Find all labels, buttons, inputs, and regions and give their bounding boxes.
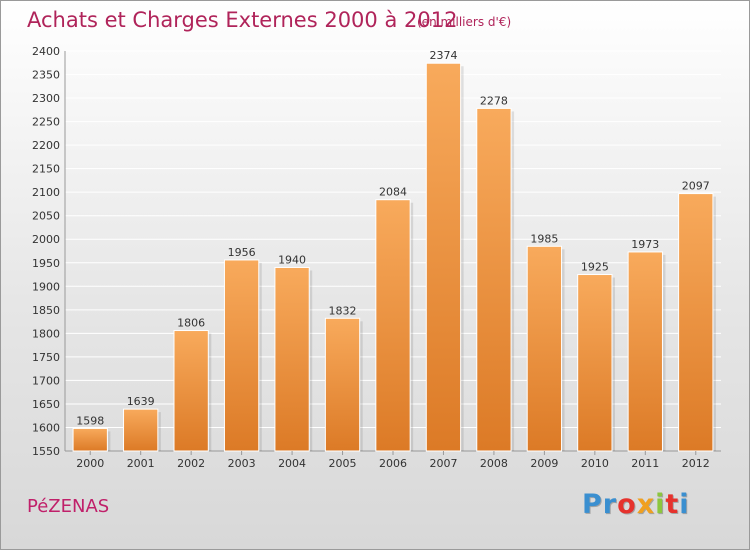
bar <box>425 62 462 452</box>
bar-value-label: 1985 <box>530 232 558 245</box>
y-tick-label: 2300 <box>32 92 60 105</box>
y-tick-label: 1950 <box>32 257 60 270</box>
y-tick-label: 2100 <box>32 186 60 199</box>
x-tick-label: 2002 <box>177 457 205 470</box>
chart-subtitle: (en milliers d'€) <box>417 15 512 29</box>
bar-value-label: 1806 <box>177 317 205 330</box>
bar <box>627 251 663 452</box>
chart-title: Achats et Charges Externes 2000 à 2012 <box>27 8 458 32</box>
bar-value-label: 1925 <box>581 261 609 274</box>
x-tick-label: 2009 <box>530 457 558 470</box>
proxiti-logo: Proxiti <box>582 489 690 520</box>
y-tick-label: 1550 <box>32 445 60 458</box>
bar <box>375 199 411 452</box>
y-tick-label: 2000 <box>32 233 60 246</box>
y-tick-label: 2250 <box>32 116 60 129</box>
x-tick-label: 2001 <box>127 457 155 470</box>
logo-letter: i <box>655 489 666 520</box>
bar <box>526 245 563 452</box>
y-tick-label: 1650 <box>32 398 60 411</box>
bar-value-label: 1956 <box>228 246 256 259</box>
x-tick-label: 2003 <box>228 457 256 470</box>
y-tick-label: 1700 <box>32 374 60 387</box>
y-tick-label: 2050 <box>32 210 60 223</box>
logo-letter: x <box>636 489 656 520</box>
bars: 1598 1639 1806 1956 1940 1832 2084 2374 2278 1985… <box>72 49 716 452</box>
logo-letter: t <box>665 489 680 520</box>
y-tick-label: 1800 <box>32 327 60 340</box>
y-tick-label: 1900 <box>32 280 60 293</box>
x-tick-label: 2006 <box>379 457 407 470</box>
x-tick-label: 2000 <box>76 457 104 470</box>
bar <box>678 193 714 452</box>
x-tick-label: 2005 <box>329 457 357 470</box>
logo-letter: r <box>602 489 618 520</box>
bar <box>476 107 512 452</box>
y-tick-label: 2400 <box>32 45 60 58</box>
y-tick-label: 1850 <box>32 304 60 317</box>
x-tick-label: 2012 <box>682 457 710 470</box>
bar <box>72 427 108 452</box>
bar <box>274 266 310 452</box>
y-tick-label: 1600 <box>32 421 60 434</box>
bar <box>173 330 209 452</box>
y-axis: 1550 1600 1650 1700 1750 1800 1850 1900 1950 2000… <box>32 45 721 458</box>
bar-value-label: 2374 <box>429 49 457 62</box>
x-tick-label: 2011 <box>631 457 659 470</box>
y-tick-label: 2350 <box>32 69 60 82</box>
logo-letter: o <box>617 489 637 520</box>
x-tick-label: 2007 <box>429 457 457 470</box>
logo-letter: i <box>679 489 690 520</box>
bar-value-label: 1639 <box>127 395 155 408</box>
bar <box>324 317 361 452</box>
bar <box>123 408 159 452</box>
logo-letter: P <box>582 489 603 520</box>
x-tick-label: 2008 <box>480 457 508 470</box>
city-name: PéZENAS <box>27 496 110 517</box>
y-tick-label: 2150 <box>32 163 60 176</box>
bar-value-label: 2097 <box>682 180 710 193</box>
bar <box>577 274 613 452</box>
y-tick-label: 2200 <box>32 139 60 152</box>
y-tick-label: 1750 <box>32 351 60 364</box>
bar-value-label: 1940 <box>278 253 306 266</box>
bar-value-label: 1973 <box>631 238 659 251</box>
bar-value-label: 2084 <box>379 186 407 199</box>
x-tick-label: 2004 <box>278 457 306 470</box>
bar-value-label: 1832 <box>329 304 357 317</box>
x-tick-label: 2010 <box>581 457 609 470</box>
bar-value-label: 1598 <box>76 414 104 427</box>
bar-value-label: 2278 <box>480 94 508 107</box>
bar <box>223 259 260 452</box>
x-axis: 2000 2001 2002 2003 2004 2005 2006 2007 2008 2009… <box>76 451 710 470</box>
